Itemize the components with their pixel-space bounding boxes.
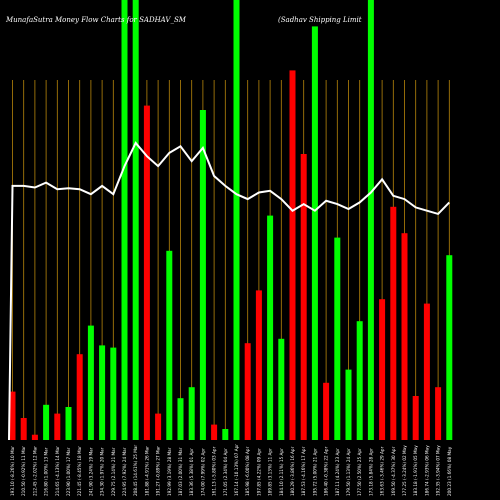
x-tick-label: 186.40 (-0.38%) 22 Apr	[324, 446, 329, 496]
bar-down	[9, 391, 16, 440]
bar-up	[446, 255, 453, 440]
bar-down	[76, 354, 83, 440]
x-tick-label: 177.50 (2.50%) 25 Apr	[357, 448, 362, 496]
x-tick-label: 187.03 (2.00%) 31 Mar	[178, 447, 183, 496]
x-tick-label: 161.13 (-5.80%) 03 Apr	[212, 446, 217, 496]
x-tick-label: 216.80 (1.00%) 13 Mar	[44, 447, 49, 496]
bar-up	[356, 321, 363, 440]
bar-down	[255, 290, 262, 440]
money-flow-line	[8, 141, 451, 441]
bar-up	[267, 215, 274, 440]
bar-up	[233, 0, 240, 440]
bar-up	[367, 0, 374, 440]
bar-down	[143, 105, 150, 440]
x-tick-label: 241.90 (3.24%) 19 Mar	[88, 447, 93, 496]
x-tick-label: 173.18 (5.84%) 28 Apr	[368, 448, 373, 496]
bar-series	[9, 0, 453, 441]
bar-down	[379, 299, 386, 440]
x-tick-label: 187.11 (4.24%) 23 Apr	[335, 448, 340, 496]
x-tick-label: 184.10 (2.11%) 15 Apr	[279, 448, 284, 496]
bar-up	[222, 429, 229, 440]
bar-up	[334, 237, 341, 440]
x-tick-label: 179.50 (1.13%) 24 Apr	[346, 448, 351, 496]
bar-down	[155, 413, 162, 440]
x-tick-label: 187.53 (-4.16%) 17 Apr	[301, 446, 306, 496]
bar-up	[177, 398, 184, 440]
bar-down	[289, 70, 296, 441]
x-tick-label: 183.18 (-1.91%) 05 May	[413, 445, 418, 496]
x-tick-label: 229.75 (2.14%) 21 Mar	[111, 447, 116, 496]
bar-up	[121, 0, 128, 440]
bar-up	[132, 0, 139, 440]
bar-up	[345, 369, 352, 440]
x-tick-label: 212.45 (-2.02%) 12 Mar	[32, 446, 37, 496]
bar-down	[300, 154, 307, 440]
bar-up	[188, 387, 195, 440]
x-tick-label: 193.10 (-8.26%) 10 Mar	[10, 446, 15, 496]
x-tick-label: 197.85 (4.22%) 09 Apr	[256, 448, 261, 496]
x-tick-label: 167.14 (-10.13%) 07 Apr	[234, 444, 239, 496]
bar-down	[31, 434, 38, 440]
bar-down	[54, 413, 61, 440]
bar-up	[65, 407, 72, 440]
bar-up	[87, 325, 94, 440]
bar-down	[435, 387, 442, 440]
x-tick-label: 189.85 (3.13%) 11 Apr	[268, 448, 273, 496]
bar-up	[43, 404, 50, 440]
x-tick-label: 180.29 (-3.86%) 16 Apr	[290, 446, 295, 496]
bar-down	[412, 396, 419, 440]
x-tick-label: 223.90 (1.00%) 17 Mar	[66, 447, 71, 496]
bar-down	[244, 343, 251, 440]
x-tick-label: 234.30 (1.97%) 20 Mar	[100, 447, 105, 496]
bar-down	[423, 303, 430, 440]
bar-down	[390, 206, 397, 440]
bar-up	[199, 110, 206, 440]
x-tick-label: 169.50 (-4.37%) 30 Apr	[391, 446, 396, 496]
x-tick-label: 171.05 (2.34%) 04 Apr	[223, 448, 228, 496]
chart-title-left: MunafaSutra Money Flow Charts for SADHAV…	[5, 16, 187, 24]
x-tick-label: 214.65 (-4.13%) 14 Mar	[55, 446, 60, 496]
bar-up	[110, 347, 117, 440]
bar-up	[166, 250, 173, 440]
bar-up	[99, 345, 106, 440]
x-tick-label: 177.25 (-3.24%) 02 May	[402, 445, 407, 496]
bar-up	[278, 338, 285, 440]
x-tick-label: 174.00 (7.99%) 02 Apr	[200, 448, 205, 496]
x-tick-label: 191.27 (-0.89%) 27 Mar	[156, 446, 161, 496]
x-tick-label: 200.23 (1.66%) 08 May	[447, 446, 452, 496]
x-tick-label: 183.36 (5.38%) 01 Apr	[189, 448, 194, 496]
bar-down	[323, 382, 330, 440]
x-tick-label: 192.99 (3.19%) 28 Mar	[167, 447, 172, 496]
x-tick-label: 185.98 (-6.00%) 08 Apr	[245, 446, 250, 496]
x-tick-label: 181.88 (-4.91%) 26 Mar	[144, 446, 149, 496]
x-tick-label: 224.95 (7.92%) 24 Mar	[122, 447, 127, 496]
x-tick-label: 221.45 (-8.45%) 18 Mar	[77, 446, 82, 496]
bar-down	[20, 418, 27, 440]
x-tick-label: 186.74 (-2.93%) 06 May	[424, 445, 429, 496]
x-tick-label: 192.35 (-3.94%) 07 May	[436, 445, 441, 496]
x-tick-label: 195.72 (5.00%) 21 Apr	[312, 448, 317, 496]
x-tick-labels: 193.10 (-8.26%) 10 Mar 210.50 (-0.92%) 11…	[10, 444, 452, 496]
bar-down	[401, 233, 408, 440]
bar-up	[311, 26, 318, 441]
bar-down	[211, 424, 218, 440]
x-tick-label: 163.63 (-3.46%) 29 Apr	[380, 446, 385, 496]
x-tick-label: 210.50 (-0.92%) 11 Mar	[21, 446, 26, 496]
chart-title-right: (Sadhav Shipping Limit	[278, 16, 362, 24]
x-tick-label: 208.45 (14.61%) 25 Mar	[133, 445, 138, 496]
